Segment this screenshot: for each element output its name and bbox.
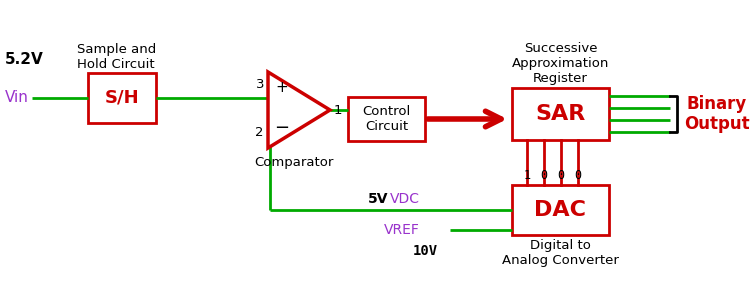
- Text: Binary
Output: Binary Output: [684, 95, 750, 133]
- Polygon shape: [268, 72, 330, 148]
- Text: 10V: 10V: [413, 244, 437, 258]
- Text: Successive
Approximation
Register: Successive Approximation Register: [512, 42, 609, 85]
- Text: 1: 1: [524, 169, 530, 182]
- Bar: [512, 185, 609, 235]
- Bar: [512, 88, 609, 140]
- Text: −: −: [274, 119, 290, 137]
- Bar: [88, 73, 156, 123]
- Text: 2: 2: [256, 125, 264, 139]
- Text: 5V: 5V: [368, 192, 388, 206]
- Text: 0: 0: [541, 169, 548, 182]
- Text: 5.2V: 5.2V: [5, 53, 44, 67]
- Text: Control
Circuit: Control Circuit: [362, 105, 411, 133]
- Text: SAR: SAR: [536, 104, 586, 124]
- Text: 1: 1: [334, 104, 343, 117]
- Text: +: +: [276, 80, 288, 96]
- Text: Comparator: Comparator: [254, 156, 334, 169]
- Bar: [348, 97, 425, 141]
- Text: 0: 0: [574, 169, 581, 182]
- Text: DAC: DAC: [535, 200, 586, 220]
- Text: Digital to
Analog Converter: Digital to Analog Converter: [502, 239, 619, 267]
- Text: 0: 0: [557, 169, 565, 182]
- Text: S/H: S/H: [105, 89, 140, 107]
- Text: Sample and
Hold Circuit: Sample and Hold Circuit: [77, 43, 157, 71]
- Text: VDC: VDC: [390, 192, 420, 206]
- Text: VREF: VREF: [384, 223, 420, 237]
- Text: 3: 3: [256, 77, 264, 90]
- Text: Vin: Vin: [5, 90, 28, 106]
